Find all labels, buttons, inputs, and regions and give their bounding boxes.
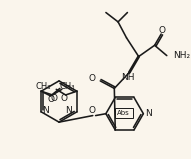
Text: CH₃: CH₃ — [60, 82, 75, 91]
Text: NH: NH — [122, 73, 135, 82]
Text: NH₂: NH₂ — [173, 51, 190, 60]
Text: O: O — [159, 26, 166, 35]
Text: CH₃: CH₃ — [35, 82, 51, 91]
Text: N: N — [42, 106, 49, 115]
Text: O: O — [60, 94, 67, 103]
FancyBboxPatch shape — [115, 108, 133, 118]
Text: N: N — [146, 109, 152, 118]
Text: O: O — [89, 74, 96, 83]
Text: O: O — [88, 106, 95, 115]
Text: O: O — [48, 95, 55, 104]
Text: O: O — [51, 94, 58, 103]
Text: N: N — [66, 106, 72, 115]
Text: Abs: Abs — [117, 110, 130, 116]
